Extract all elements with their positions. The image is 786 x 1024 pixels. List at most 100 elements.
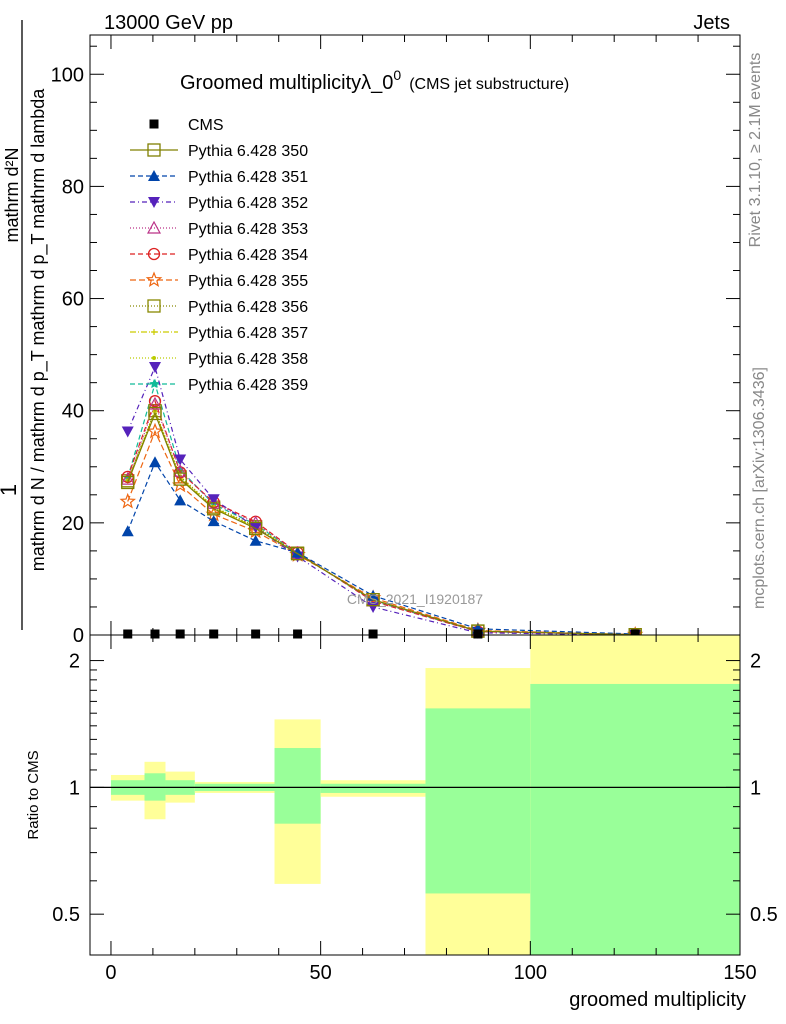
legend-entry: Pythia 6.428 357 (130, 325, 308, 342)
ratio-band-green (530, 683, 740, 955)
ratio-y-tick-label-right: 2 (750, 651, 761, 673)
data-point (146, 422, 164, 439)
series-line (127, 411, 636, 636)
cms-data-point (150, 629, 160, 639)
ratio-axes: 0.5 0.5 1 1 2 2 0 50 100 150 (52, 635, 778, 984)
legend-entry: CMS (149, 117, 224, 134)
legend-marker (151, 329, 157, 335)
legend-entry: Pythia 6.428 350 (130, 143, 308, 160)
ratio-y-tick-label-right: 1 (750, 777, 761, 799)
data-point (121, 426, 134, 438)
legend-label: Pythia 6.428 358 (188, 351, 308, 368)
data-point (174, 494, 187, 506)
legend-entry: Pythia 6.428 351 (130, 169, 308, 186)
y-tick-label: 0 (73, 625, 84, 647)
series-line (127, 461, 636, 635)
legend-label: Pythia 6.428 353 (188, 221, 308, 238)
legend-entry: Pythia 6.428 353 (130, 220, 308, 238)
legend: CMS Pythia 6.428 350 Pythia 6.428 351 Pythi… (130, 117, 308, 394)
y-tick-label: 100 (51, 64, 84, 86)
legend-entry: Pythia 6.428 352 (130, 195, 308, 212)
x-tick-label: 50 (310, 962, 332, 984)
ratio-y-tick-label: 1 (69, 777, 80, 799)
ratio-panel-content (90, 635, 740, 955)
ylabel-top: mathrm d²N (2, 147, 22, 242)
rivet-label: Rivet 3.1.10, ≥ 2.1M events (747, 53, 764, 248)
data-point (207, 515, 220, 527)
cms-data-point (251, 629, 261, 639)
title-superscript: 0 (393, 67, 401, 83)
watermark: CMS_2021_I1920187 (347, 591, 483, 607)
data-point (120, 471, 135, 485)
y-tick-label: 20 (62, 513, 84, 535)
title-sub: (CMS jet substructure) (409, 76, 569, 93)
legend-label: CMS (188, 117, 224, 134)
data-point (119, 492, 136, 509)
legend-marker (148, 197, 160, 208)
data-point (121, 475, 135, 490)
data-point (207, 494, 220, 506)
cms-data-point (123, 629, 133, 639)
legend-label: Pythia 6.428 351 (188, 169, 308, 186)
series-line (127, 429, 636, 636)
x-tick-label: 0 (105, 962, 116, 984)
series-group (121, 406, 642, 642)
legend-label: Pythia 6.428 357 (188, 325, 308, 342)
main-ylabel: 1 mathrm d N / mathrm d p_T mathrm d p_T… (0, 20, 49, 630)
data-point (248, 521, 263, 536)
legend-marker (152, 356, 156, 360)
legend-marker (145, 271, 163, 288)
legend-label: Pythia 6.428 350 (188, 143, 308, 160)
data-point (367, 601, 380, 613)
cms-data-point (293, 629, 303, 639)
legend-entry: Pythia 6.428 356 (130, 299, 308, 316)
ratio-ylabel: Ratio to CMS (25, 750, 42, 839)
y-tick-label: 40 (62, 401, 84, 423)
cms-data-point (473, 629, 483, 639)
legend-marker (148, 170, 160, 181)
data-point (123, 473, 133, 482)
cms-data-point (630, 629, 640, 639)
energy-label: 13000 GeV pp (104, 12, 233, 34)
ratio-band-green (320, 783, 426, 793)
legend-marker (147, 299, 161, 313)
legend-marker (147, 143, 161, 157)
category-label: Jets (693, 12, 730, 34)
series-group (119, 422, 644, 642)
legend-entry: Pythia 6.428 355 (130, 271, 308, 290)
data-point (149, 361, 161, 373)
data-point (290, 547, 305, 561)
legend-marker (146, 220, 162, 234)
data-point (366, 593, 380, 607)
ratio-band-green (425, 708, 531, 894)
legend-label: Pythia 6.428 352 (188, 195, 308, 212)
ratio-y-tick-label-right: 0.5 (750, 904, 778, 926)
data-point (147, 396, 163, 410)
ratio-panel-frame (89, 634, 741, 956)
plot-title: Groomed multiplicityλ_00 (CMS jet substru… (180, 67, 569, 94)
ylabel-denominator: mathrm d N / mathrm d p_T mathrm d p_T m… (28, 88, 49, 571)
cms-data (123, 629, 640, 639)
title-main: Groomed multiplicityλ_0 (180, 72, 393, 94)
ratio-band-green (274, 748, 321, 824)
data-point (121, 525, 134, 537)
ratio-y-tick-label: 0.5 (52, 904, 80, 926)
data-point (249, 522, 262, 534)
legend-entry: Pythia 6.428 358 (130, 351, 308, 368)
cms-data-point (175, 629, 185, 639)
legend-label: Pythia 6.428 359 (188, 377, 308, 394)
data-point (148, 406, 162, 421)
ylabel-numerator: 1 (0, 484, 21, 496)
data-point (149, 456, 161, 468)
data-point (249, 534, 262, 546)
data-point (148, 395, 162, 408)
xlabel: groomed multiplicity (569, 989, 746, 1011)
legend-label: Pythia 6.428 355 (188, 273, 308, 290)
data-point (207, 502, 221, 516)
x-tick-label: 150 (723, 962, 756, 984)
legend-entry: Pythia 6.428 354 (130, 247, 308, 264)
cms-data-point (368, 629, 378, 639)
legend-marker (149, 119, 159, 129)
y-tick-label: 60 (62, 289, 84, 311)
